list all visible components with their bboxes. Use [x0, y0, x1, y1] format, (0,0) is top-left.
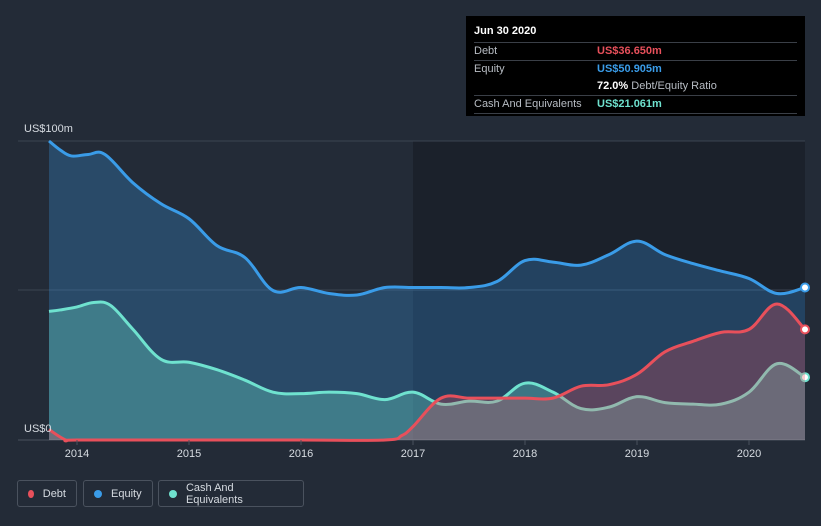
tooltip-label: Cash And Equivalents	[474, 98, 582, 110]
cash-dot-icon	[169, 489, 177, 498]
tooltip-ratio-value: 72.0%	[597, 80, 629, 92]
tooltip-ratio: 72.0% Debt/Equity Ratio	[597, 78, 717, 95]
equity-endpoint-marker[interactable]	[800, 282, 810, 293]
chart-tooltip: Jun 30 2020 Debt US$36.650m Equity US$50…	[466, 16, 805, 116]
tooltip-date: Jun 30 2020	[474, 25, 537, 37]
legend-label-debt: Debt	[42, 487, 66, 500]
tooltip-label: Equity	[474, 63, 505, 75]
legend-label-cash: Cash And Equivalents	[185, 481, 243, 506]
legend-label-equity: Equity	[111, 487, 142, 500]
y-axis-bottom-label: US$0	[24, 423, 52, 435]
tooltip-equity-value: US$50.905m	[597, 63, 662, 75]
tooltip-row-equity: Equity US$50.905m	[474, 60, 797, 78]
x-tick-label-2014: 2014	[65, 448, 89, 460]
x-tick-label-2019: 2019	[625, 448, 649, 460]
tooltip-row-debt: Debt US$36.650m	[474, 42, 797, 60]
x-tick-label-2017: 2017	[401, 448, 425, 460]
equity-dot-icon	[94, 489, 102, 498]
equity-line	[48, 139, 806, 297]
tooltip-label	[474, 78, 597, 95]
legend-item-debt[interactable]: Debt	[17, 480, 77, 507]
debt-line	[48, 302, 807, 443]
y-axis-top-label: US$100m	[24, 123, 73, 135]
equity-area	[49, 141, 805, 440]
cash-line	[48, 300, 806, 412]
tooltip-label: Debt	[474, 45, 498, 57]
debt-area	[49, 303, 805, 441]
debt-endpoint-marker[interactable]	[800, 324, 810, 335]
tooltip-row-cash: Cash And Equivalents US$21.061m	[474, 95, 797, 114]
tooltip-ratio-label: Debt/Equity Ratio	[631, 80, 717, 92]
tooltip-cash-value: US$21.061m	[597, 98, 662, 110]
debt-dot-icon	[28, 489, 34, 498]
legend-item-cash[interactable]: Cash And Equivalents	[158, 480, 304, 507]
x-tick-label-2018: 2018	[513, 448, 537, 460]
tooltip-debt-value: US$36.650m	[597, 45, 662, 57]
x-tick-label-2015: 2015	[177, 448, 201, 460]
x-tick-label-2020: 2020	[737, 448, 761, 460]
cash-endpoint-marker[interactable]	[800, 372, 810, 383]
x-tick-label-2016: 2016	[289, 448, 313, 460]
tooltip-row-ratio: 72.0% Debt/Equity Ratio	[474, 78, 797, 95]
legend-item-equity[interactable]: Equity	[83, 480, 153, 507]
